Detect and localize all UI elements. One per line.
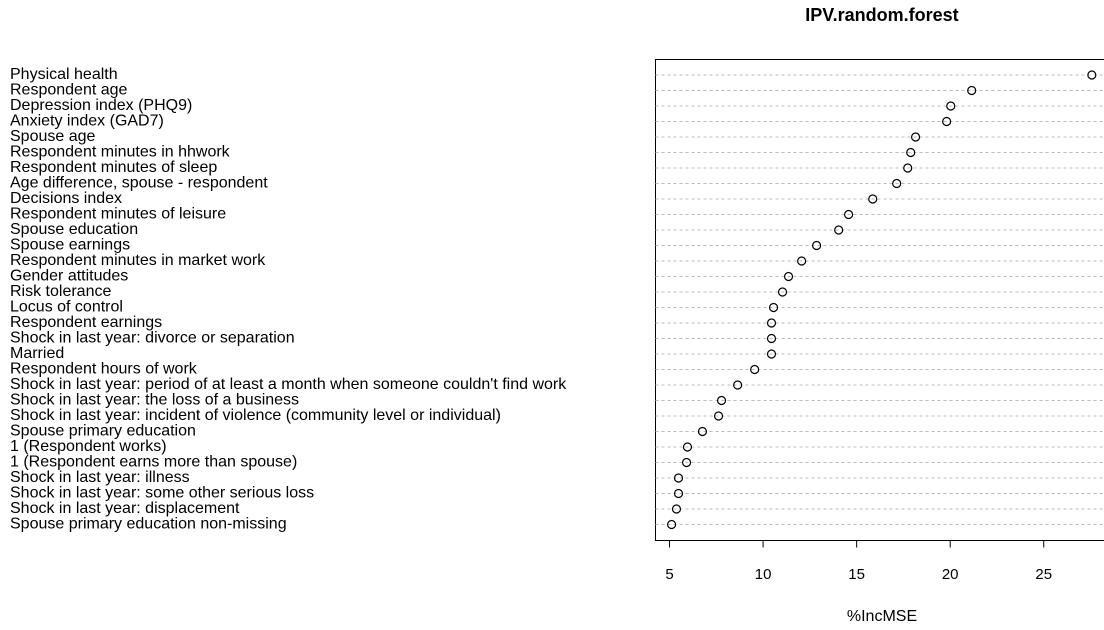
dot: [671, 504, 682, 514]
dot: [768, 302, 779, 313]
category-label: Spouse primary education: [10, 423, 196, 440]
category-label: Respondent minutes in market work: [10, 252, 266, 269]
category-label: Spouse primary education non-missing: [10, 516, 287, 533]
category-label: Anxiety index (GAD7): [10, 113, 164, 130]
dot: [766, 349, 777, 359]
category-label: Shock in last year: illness: [10, 469, 190, 486]
category-label: Respondent hours of work: [10, 361, 198, 378]
chart-title: IPV.random.forest: [805, 5, 958, 25]
category-label: Respondent minutes in hhwork: [10, 144, 231, 161]
category-label: Shock in last year: period of at least a…: [10, 376, 567, 393]
dot: [673, 488, 684, 499]
category-label: Age difference, spouse - respondent: [10, 175, 268, 192]
dot: [713, 411, 724, 421]
x-tick-label: 10: [755, 566, 772, 583]
x-tick-label: 25: [1035, 566, 1052, 583]
dot: [1087, 70, 1097, 80]
x-axis-label: %IncMSE: [847, 608, 917, 625]
category-label: Decisions index: [10, 190, 122, 207]
category-label: Shock in last year: displacement: [10, 500, 240, 517]
dot: [766, 318, 777, 328]
dot: [673, 473, 684, 483]
dot: [906, 147, 916, 158]
dot: [967, 85, 977, 96]
category-label: Shock in last year: divorce or separatio…: [10, 330, 295, 347]
category-label: Married: [10, 345, 64, 362]
category-label: Shock in last year: some other serious l…: [10, 485, 314, 502]
category-label: Respondent minutes of leisure: [10, 206, 226, 223]
dot: [681, 457, 692, 468]
category-label: Spouse age: [10, 128, 96, 145]
category-label: Spouse earnings: [10, 237, 130, 254]
category-label: Spouse education: [10, 221, 138, 238]
category-label: Locus of control: [10, 299, 123, 316]
category-label: 1 (Respondent earns more than spouse): [10, 454, 297, 471]
dot: [868, 194, 878, 204]
dot: [812, 240, 822, 251]
dot: [903, 163, 913, 173]
category-label: Risk tolerance: [10, 283, 111, 300]
dot: [750, 364, 760, 375]
category-label: Gender attitudes: [10, 268, 128, 285]
plot-box: [655, 59, 1104, 541]
dot: [910, 132, 921, 142]
category-label: Respondent age: [10, 82, 128, 99]
dot: [682, 442, 693, 452]
category-label: Respondent minutes of sleep: [10, 159, 217, 176]
dot: [942, 116, 952, 127]
dot: [697, 426, 708, 437]
dot: [777, 287, 788, 297]
dot: [716, 395, 727, 406]
dot: [843, 209, 854, 220]
dot: [834, 225, 844, 235]
category-label: Respondent earnings: [10, 314, 162, 331]
category-label: Physical health: [10, 66, 118, 83]
dot: [666, 519, 677, 530]
dot: [892, 178, 902, 189]
x-tick-label: 5: [665, 566, 673, 583]
category-label: Shock in last year: the loss of a busine…: [10, 392, 299, 409]
dot: [733, 380, 743, 390]
dot: [946, 101, 956, 111]
x-tick-label: 20: [942, 566, 959, 583]
dot: [783, 271, 794, 282]
category-label: Shock in last year: incident of violence…: [10, 407, 501, 424]
category-label: Depression index (PHQ9): [10, 97, 192, 114]
x-tick-label: 15: [848, 566, 865, 583]
category-label: 1 (Respondent works): [10, 438, 167, 455]
dot: [797, 256, 807, 266]
dot: [766, 333, 777, 344]
